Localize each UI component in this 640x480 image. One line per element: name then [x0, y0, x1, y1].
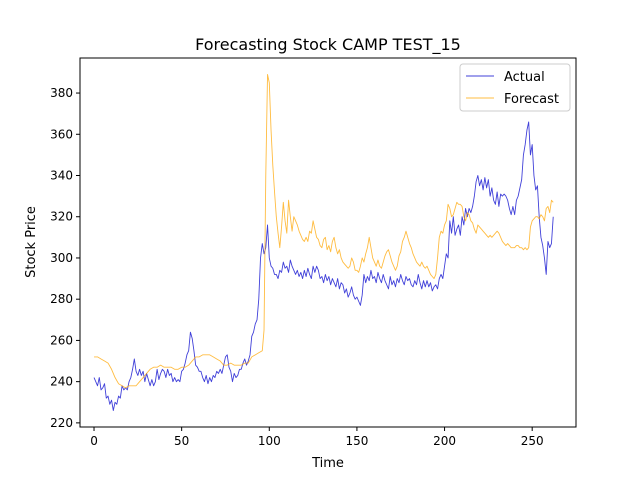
y-tick-label: 300	[50, 251, 73, 265]
y-tick-label: 280	[50, 292, 73, 306]
y-axis-label: Stock Price	[24, 206, 39, 278]
series-line-forecast	[94, 74, 554, 389]
x-tick-label: 250	[521, 434, 544, 448]
x-tick-label: 100	[258, 434, 281, 448]
plot-area	[80, 58, 576, 427]
y-tick-label: 320	[50, 210, 73, 224]
x-axis-ticks: 0 50 100 150 200 250	[90, 427, 544, 448]
legend: Actual Forecast	[459, 63, 571, 112]
y-tick-label: 260	[50, 333, 73, 347]
y-tick-label: 240	[50, 375, 73, 389]
y-tick-label: 340	[50, 169, 73, 183]
plot-frame	[79, 57, 577, 428]
x-tick-label: 50	[174, 434, 189, 448]
x-tick-label: 150	[345, 434, 368, 448]
y-tick-label: 220	[50, 416, 73, 430]
y-axis-ticks: 220 240 260 280 300 320 340 360 380	[50, 86, 80, 430]
legend-label-forecast: Forecast	[504, 92, 559, 107]
series-line-actual	[93, 121, 554, 411]
y-tick-label: 380	[50, 86, 73, 100]
legend-label-actual: Actual	[504, 70, 545, 85]
chart-title: Forecasting Stock CAMP TEST_15	[195, 35, 461, 55]
x-tick-label: 200	[433, 434, 456, 448]
x-tick-label: 0	[90, 434, 98, 448]
y-tick-label: 360	[50, 127, 73, 141]
x-axis-label: Time	[311, 456, 344, 471]
series-layer	[93, 74, 554, 411]
